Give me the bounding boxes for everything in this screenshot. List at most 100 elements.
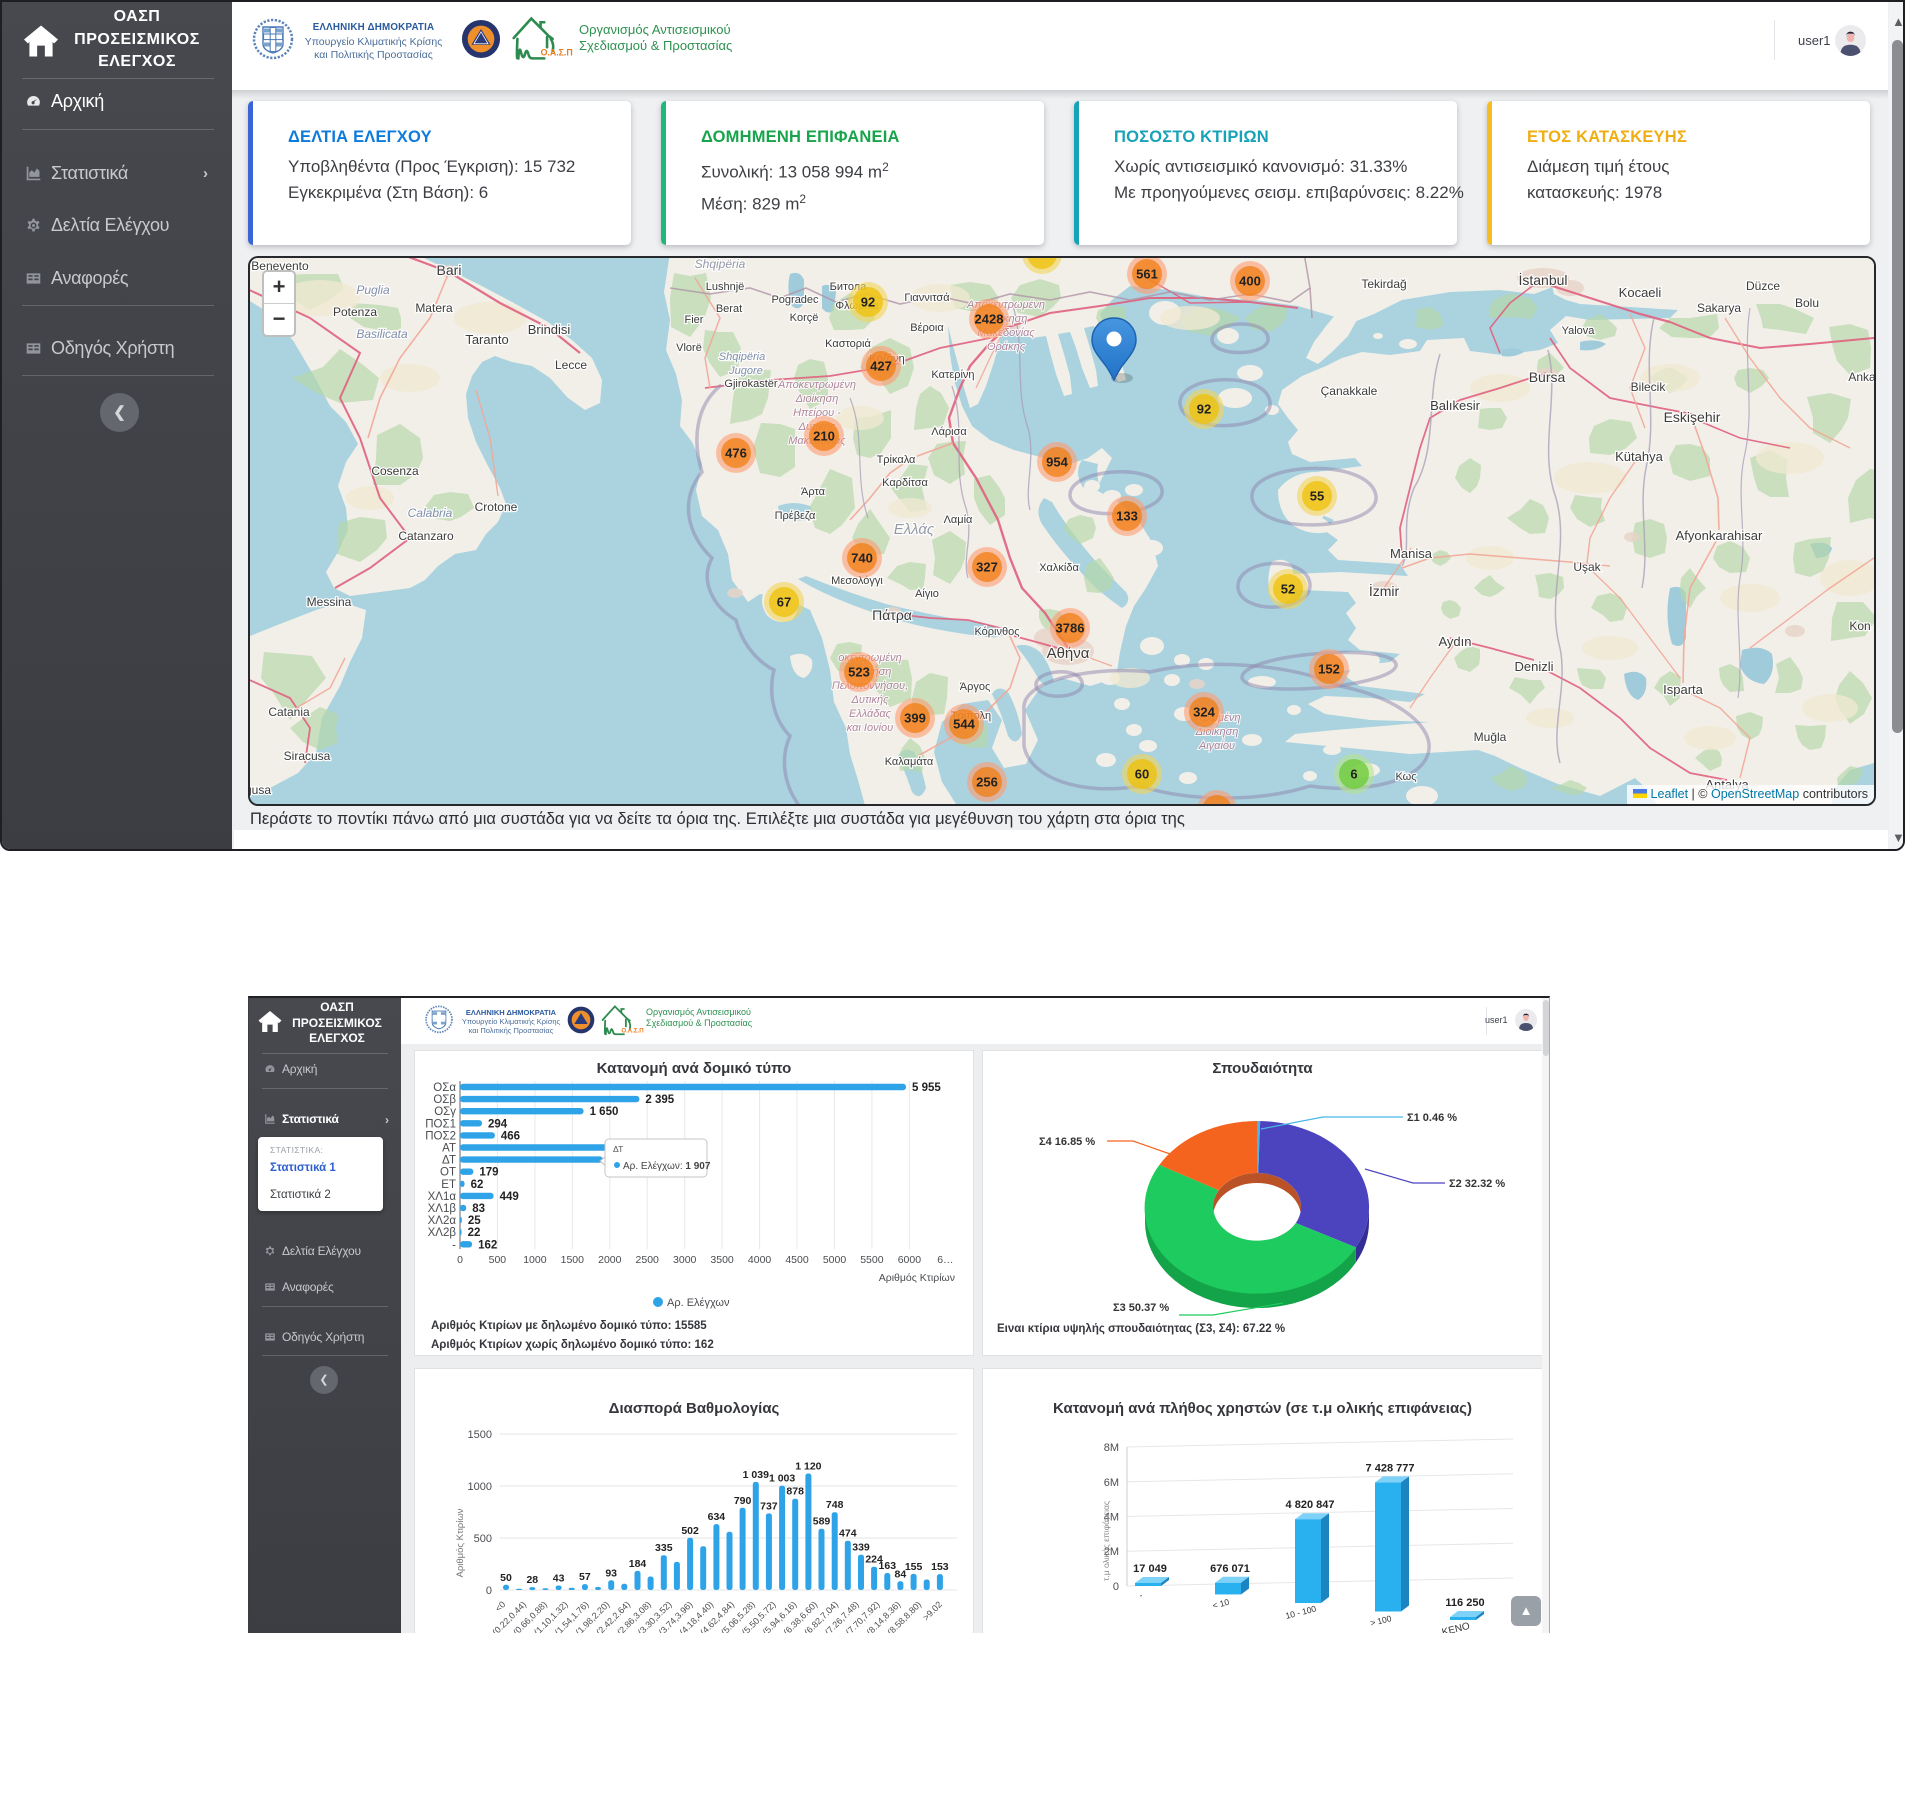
svg-text:1000: 1000 (523, 1254, 547, 1266)
svg-text:162: 162 (478, 1239, 497, 1251)
svg-text:Pogradec: Pogradec (771, 294, 819, 306)
svg-text:İzmir: İzmir (1369, 582, 1400, 599)
svg-text:1000: 1000 (468, 1481, 492, 1493)
svg-text:ΔΤ: ΔΤ (442, 1155, 456, 1167)
svg-text:Berat: Berat (716, 303, 742, 315)
svg-text:500: 500 (489, 1254, 507, 1266)
svg-text:116 250: 116 250 (1445, 1597, 1484, 1609)
svg-text:Αριθμός Κτιρίων: Αριθμός Κτιρίων (879, 1272, 955, 1284)
svg-text:5 955: 5 955 (912, 1082, 941, 1094)
svg-text:25: 25 (468, 1215, 481, 1227)
svg-text:6…: 6… (937, 1254, 953, 1266)
svg-text:748: 748 (826, 1499, 844, 1511)
svg-text:502: 502 (681, 1525, 699, 1537)
svg-text:ΚΕΝΟ: ΚΕΝΟ (1441, 1621, 1471, 1633)
svg-text:4000: 4000 (748, 1254, 772, 1266)
svg-text:Καστοριά: Καστοριά (825, 338, 871, 350)
svg-text:< 10: < 10 (1211, 1597, 1230, 1611)
svg-text:Düzce: Düzce (1746, 279, 1780, 293)
svg-text:Basilicata: Basilicata (356, 327, 408, 341)
svg-text:Siracusa: Siracusa (284, 749, 331, 763)
svg-text:878: 878 (786, 1486, 804, 1498)
svg-text:399: 399 (904, 711, 926, 726)
svg-text:6000: 6000 (898, 1254, 922, 1266)
svg-text:740: 740 (851, 551, 873, 566)
svg-text:Διοίκηση: Διοίκηση (795, 393, 839, 405)
svg-text:Σ1 0.46 %: Σ1 0.46 % (1407, 1112, 1457, 1124)
svg-text:4M: 4M (1104, 1512, 1119, 1524)
svg-text:0: 0 (457, 1254, 463, 1266)
svg-text:Balıkesir: Balıkesir (1430, 398, 1481, 413)
svg-text:Bilecik: Bilecik (1631, 380, 1667, 394)
svg-text:Λαμία: Λαμία (944, 514, 973, 526)
svg-text:1500: 1500 (561, 1254, 585, 1266)
svg-text:790: 790 (734, 1495, 752, 1507)
svg-text:ΔΤ: ΔΤ (613, 1144, 623, 1154)
svg-text:0: 0 (486, 1585, 492, 1597)
svg-text:93: 93 (605, 1567, 617, 1579)
svg-text:474: 474 (839, 1528, 857, 1540)
svg-text:Tekirdağ: Tekirdağ (1361, 277, 1406, 291)
svg-text:Καρδίτσα: Καρδίτσα (882, 477, 928, 489)
svg-text:Sakarya: Sakarya (1697, 301, 1741, 315)
svg-text:327: 327 (976, 560, 998, 575)
svg-text:ΟΣβ: ΟΣβ (433, 1094, 456, 1106)
svg-text:τ.μ ολικής επιφάνειας: τ.μ ολικής επιφάνειας (1101, 1501, 1111, 1581)
svg-text:400: 400 (1239, 274, 1261, 289)
svg-text:4500: 4500 (785, 1254, 809, 1266)
svg-text:57: 57 (579, 1571, 591, 1583)
svg-text:589: 589 (813, 1516, 831, 1528)
svg-text:10 - 100: 10 - 100 (1284, 1603, 1317, 1620)
svg-text:Bari: Bari (437, 262, 462, 278)
svg-text:Matera: Matera (415, 301, 453, 315)
svg-text:22: 22 (468, 1227, 481, 1239)
svg-text:Aydın: Aydın (1438, 634, 1471, 649)
svg-text:Αποκεντρωμένη: Αποκεντρωμένη (777, 379, 856, 391)
svg-text:256: 256 (976, 775, 998, 790)
svg-text:Άργος: Άργος (960, 681, 991, 693)
svg-text:28: 28 (526, 1574, 538, 1586)
svg-text:ΧΛ2β: ΧΛ2β (428, 1227, 457, 1239)
svg-text:4 820 847: 4 820 847 (1286, 1499, 1335, 1511)
svg-text:152: 152 (1318, 662, 1340, 677)
svg-text:Πρέβεζα: Πρέβεζα (775, 510, 816, 522)
svg-text:2428: 2428 (975, 312, 1004, 327)
svg-text:92: 92 (861, 295, 875, 310)
svg-text:Πάτρα: Πάτρα (872, 607, 912, 623)
svg-text:133: 133 (1116, 509, 1138, 524)
svg-text:2000: 2000 (598, 1254, 622, 1266)
svg-text:163: 163 (879, 1560, 897, 1572)
svg-text:Ελλάς: Ελλάς (894, 521, 935, 538)
svg-text:634: 634 (708, 1511, 726, 1523)
svg-text:Yalova: Yalova (1562, 325, 1596, 337)
svg-text:Puglia: Puglia (356, 283, 390, 297)
svg-text:449: 449 (500, 1191, 519, 1203)
svg-text:92: 92 (1197, 402, 1211, 417)
svg-text:43: 43 (553, 1573, 565, 1585)
svg-text:179: 179 (479, 1167, 498, 1179)
svg-text:153: 153 (931, 1561, 949, 1573)
svg-text:Βέροια: Βέροια (910, 322, 944, 334)
svg-text:500: 500 (474, 1533, 492, 1545)
svg-text:50: 50 (500, 1572, 512, 1584)
svg-text:954: 954 (1046, 455, 1068, 470)
svg-text:Αρ. Ελέγχων: 1 907: Αρ. Ελέγχων: 1 907 (623, 1160, 711, 1172)
svg-text:Θράκης: Θράκης (987, 341, 1026, 353)
svg-text:5000: 5000 (823, 1254, 847, 1266)
svg-text:224: 224 (865, 1554, 883, 1566)
svg-text:Αιγαίου: Αιγαίου (1198, 740, 1235, 752)
svg-text:ΕΤ: ΕΤ (441, 1179, 456, 1191)
svg-text:7 428 777: 7 428 777 (1366, 1462, 1415, 1474)
svg-text:Uşak: Uşak (1573, 560, 1601, 574)
svg-text:Αρ. Ελέγχων: Αρ. Ελέγχων (667, 1297, 730, 1309)
svg-text:Shqipëria: Shqipëria (719, 351, 765, 363)
svg-text:Catania: Catania (268, 705, 310, 719)
svg-text:55: 55 (1310, 489, 1324, 504)
svg-text:Bursa: Bursa (1529, 369, 1566, 385)
svg-text:Αριθμός Κτιρίων: Αριθμός Κτιρίων (455, 1508, 466, 1577)
svg-text:Gjirokastër: Gjirokastër (724, 378, 778, 390)
svg-text:Lushnjë: Lushnjë (706, 281, 745, 293)
svg-text:Denizli: Denizli (1514, 659, 1553, 674)
svg-text:0: 0 (1113, 1581, 1119, 1593)
svg-text:ΟΤ: ΟΤ (440, 1167, 456, 1179)
